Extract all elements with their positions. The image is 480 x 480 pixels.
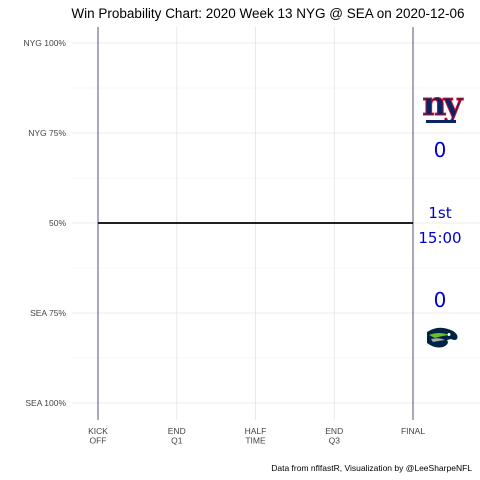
x-tick-label: HALF TIME xyxy=(245,426,267,446)
y-tick-label: NYG 100% xyxy=(23,38,66,48)
game-clock: 15:00 xyxy=(418,229,461,247)
quarter-label: 1st xyxy=(428,204,451,222)
nyg-logo: ny xyxy=(422,84,467,124)
chart-title: Win Probability Chart: 2020 Week 13 NYG … xyxy=(71,6,464,21)
y-axis: NYG 100% NYG 75% 50% SEA 75% SEA 100% xyxy=(23,38,66,408)
x-tick-label: END Q1 xyxy=(168,426,186,446)
x-tick-label: KICK OFF xyxy=(88,426,108,446)
sea-logo xyxy=(427,327,458,348)
away-score: 0 xyxy=(434,138,447,162)
y-tick-label: 50% xyxy=(49,218,66,228)
y-tick-label: SEA 75% xyxy=(30,308,66,318)
x-axis: KICK OFF END Q1 HALF TIME END Q3 FINAL xyxy=(88,426,425,446)
x-tick-label: END Q3 xyxy=(325,426,343,446)
y-tick-label: NYG 75% xyxy=(28,128,66,138)
x-tick-label: FINAL xyxy=(401,426,425,436)
y-tick-label: SEA 100% xyxy=(25,398,66,408)
chart-caption: Data from nflfastR, Visualization by @Le… xyxy=(271,463,472,473)
home-score: 0 xyxy=(434,288,447,312)
svg-text:ny: ny xyxy=(422,84,463,123)
